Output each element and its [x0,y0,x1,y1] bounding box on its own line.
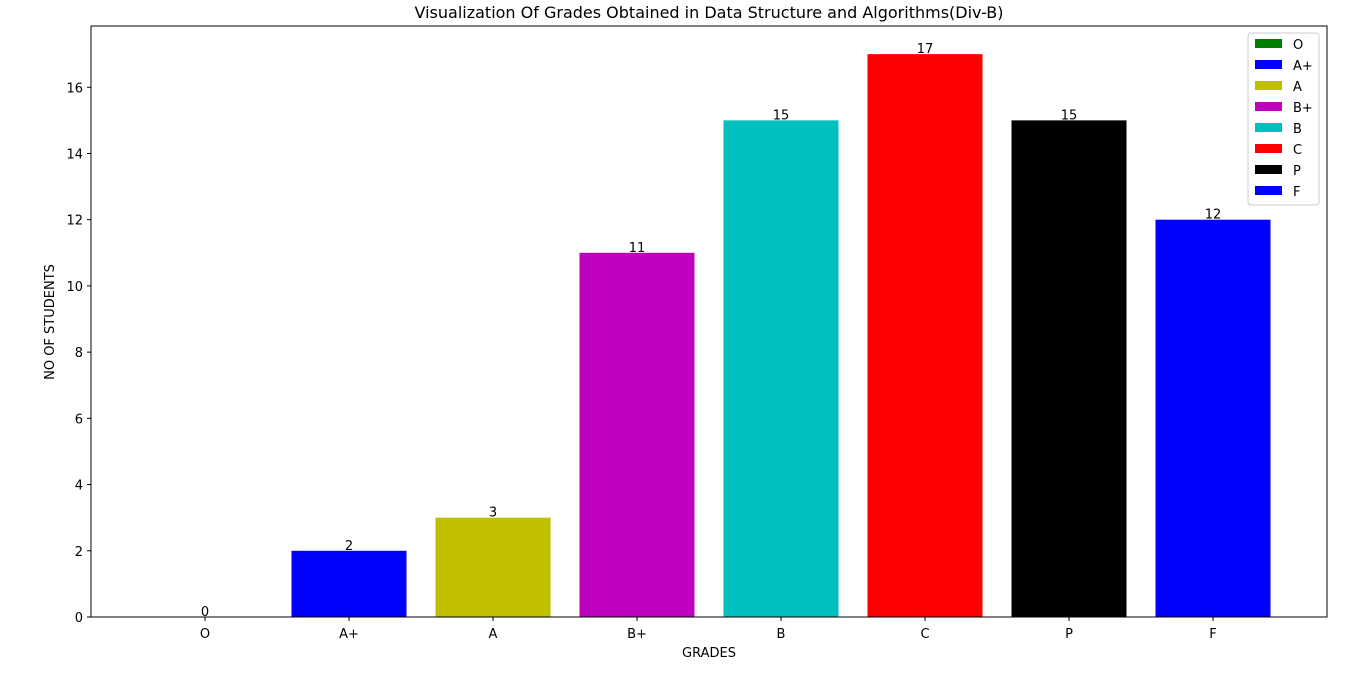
legend-label: F [1293,185,1300,200]
legend-swatch [1255,60,1282,69]
x-axis-label: GRADES [682,646,736,661]
legend-swatch [1255,144,1282,153]
data-label: 2 [345,539,353,554]
x-tick-label: A [489,627,498,642]
legend-label: C [1293,143,1302,158]
data-label: 0 [201,605,209,620]
legend-label: O [1293,38,1303,53]
x-tick-label: O [200,627,210,642]
bar-b-plus [579,252,695,617]
bar-b [723,120,839,618]
data-label: 17 [917,42,934,57]
chart-title: Visualization Of Grades Obtained in Data… [415,3,1004,22]
bar-c [867,54,983,617]
y-tick-label: 12 [66,214,83,229]
y-tick-label: 0 [75,611,83,626]
data-label: 11 [629,241,646,256]
x-tick-label: F [1209,627,1216,642]
bar-p [1011,120,1127,618]
x-tick-label: C [920,627,929,642]
x-tick-label: A+ [339,627,359,642]
data-label: 15 [773,108,790,123]
data-label: 15 [1061,108,1078,123]
legend-swatch [1255,165,1282,174]
legend-box [1247,32,1320,206]
data-label: 12 [1205,208,1222,223]
legend-label: A+ [1293,59,1313,74]
y-tick-label: 8 [75,346,83,361]
y-axis-label: NO OF STUDENTS [43,264,58,380]
legend-label: B+ [1293,101,1313,116]
y-tick-label: 6 [75,412,83,427]
plot-frame [90,25,1328,618]
legend-label: A [1293,80,1302,95]
legend-swatch [1255,81,1282,90]
y-tick-label: 14 [66,147,83,162]
legend-label: P [1293,164,1301,179]
data-label: 3 [489,506,497,521]
legend-swatch [1255,102,1282,111]
bar-f [1155,219,1271,617]
y-tick-label: 10 [66,280,83,295]
x-tick-label: P [1065,627,1073,642]
legend-label: B [1293,122,1302,137]
y-tick-label: 2 [75,545,83,560]
legend-swatch [1255,186,1282,195]
legend-swatch [1255,123,1282,132]
y-tick-label: 16 [66,81,83,96]
y-tick-label: 4 [75,479,83,494]
bar-a-plus [291,550,407,617]
bar-a [435,517,551,617]
x-tick-label: B+ [627,627,647,642]
legend-swatch [1255,39,1282,48]
x-tick-label: B [777,627,786,642]
